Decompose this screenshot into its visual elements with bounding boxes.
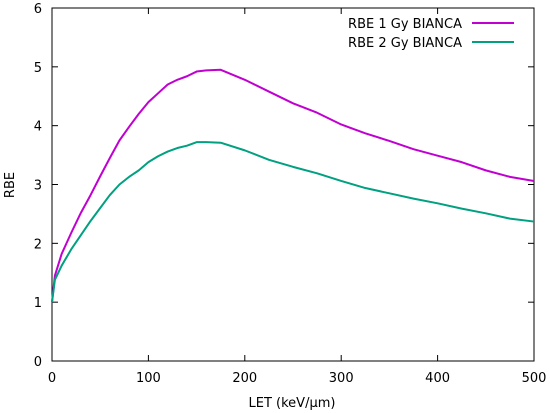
y-tick-label: 2 xyxy=(34,237,42,252)
x-tick-label: 300 xyxy=(329,371,354,386)
x-tick-label: 0 xyxy=(48,371,56,386)
y-tick-label: 4 xyxy=(34,120,42,135)
x-tick-label: 500 xyxy=(522,371,547,386)
x-tick-label: 200 xyxy=(232,371,257,386)
y-tick-label: 5 xyxy=(34,61,42,76)
x-axis-label: LET (keV/µm) xyxy=(249,396,336,411)
legend-label-2: RBE 2 Gy BIANCA xyxy=(348,36,462,51)
plot-frame xyxy=(51,7,535,362)
y-tick-label: 3 xyxy=(34,179,42,194)
series-line-1 xyxy=(51,68,535,303)
x-tick-label: 100 xyxy=(136,371,161,386)
series-line-2 xyxy=(51,141,535,303)
y-tick-label: 0 xyxy=(34,355,42,370)
y-tick-label: 1 xyxy=(34,296,42,311)
legend-label-1: RBE 1 Gy BIANCA xyxy=(348,17,462,32)
y-tick-label: 6 xyxy=(34,2,42,17)
x-tick-label: 400 xyxy=(425,371,450,386)
y-axis-label: RBE xyxy=(3,172,18,198)
